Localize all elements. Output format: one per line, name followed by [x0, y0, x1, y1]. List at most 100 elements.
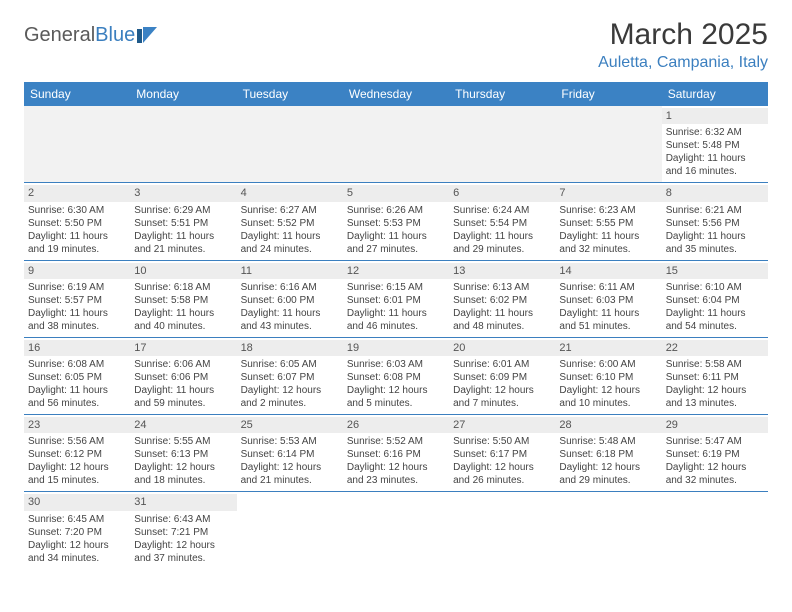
day-number: 30 [24, 494, 130, 510]
day-info-line: and 43 minutes. [241, 320, 339, 333]
calendar-empty-cell [237, 106, 343, 183]
calendar-empty-cell [130, 106, 236, 183]
day-info: Sunrise: 5:55 AMSunset: 6:13 PMDaylight:… [134, 435, 232, 487]
day-info-line: Daylight: 12 hours [666, 461, 764, 474]
day-info-line: Sunrise: 5:53 AM [241, 435, 339, 448]
day-info-line: Daylight: 11 hours [666, 230, 764, 243]
day-number: 24 [130, 417, 236, 433]
day-number: 17 [130, 340, 236, 356]
day-info-line: Sunrise: 5:48 AM [559, 435, 657, 448]
calendar-day-cell: 28Sunrise: 5:48 AMSunset: 6:18 PMDayligh… [555, 415, 661, 492]
day-number: 21 [555, 340, 661, 356]
day-info: Sunrise: 6:15 AMSunset: 6:01 PMDaylight:… [347, 281, 445, 333]
day-info-line: Sunset: 6:01 PM [347, 294, 445, 307]
day-info-line: and 10 minutes. [559, 397, 657, 410]
day-info-line: Daylight: 12 hours [666, 384, 764, 397]
day-info-line: and 5 minutes. [347, 397, 445, 410]
day-info-line: Daylight: 12 hours [347, 461, 445, 474]
day-info-line: Daylight: 12 hours [559, 461, 657, 474]
calendar-day-cell: 18Sunrise: 6:05 AMSunset: 6:07 PMDayligh… [237, 337, 343, 414]
calendar-week-row: 9Sunrise: 6:19 AMSunset: 5:57 PMDaylight… [24, 260, 768, 337]
day-info-line: Sunrise: 6:08 AM [28, 358, 126, 371]
day-number: 15 [662, 263, 768, 279]
day-info-line: Sunset: 6:12 PM [28, 448, 126, 461]
day-info: Sunrise: 6:23 AMSunset: 5:55 PMDaylight:… [559, 204, 657, 256]
day-info-line: and 54 minutes. [666, 320, 764, 333]
day-info-line: Daylight: 12 hours [134, 539, 232, 552]
day-info-line: and 29 minutes. [453, 243, 551, 256]
day-info-line: Sunrise: 6:01 AM [453, 358, 551, 371]
calendar-day-cell: 10 Sunrise: 6:18 AMSunset: 5:58 PMDayligh… [130, 260, 236, 337]
day-info-line: Daylight: 12 hours [347, 384, 445, 397]
day-info-line: and 32 minutes. [666, 474, 764, 487]
day-info-line: and 35 minutes. [666, 243, 764, 256]
column-header: Tuesday [237, 82, 343, 106]
day-info-line: and 46 minutes. [347, 320, 445, 333]
day-info: Sunrise: 5:48 AMSunset: 6:18 PMDaylight:… [559, 435, 657, 487]
page-subtitle: Auletta, Campania, Italy [598, 54, 768, 72]
day-info-line: Sunrise: 6:45 AM [28, 513, 126, 526]
calendar-empty-cell [555, 106, 661, 183]
day-info-line: Daylight: 12 hours [134, 461, 232, 474]
day-info: Sunrise: 6:18 AMSunset: 5:58 PMDaylight:… [134, 281, 232, 333]
day-number: 25 [237, 417, 343, 433]
day-info-line: Sunrise: 6:24 AM [453, 204, 551, 217]
day-info-line: Sunset: 6:00 PM [241, 294, 339, 307]
day-info: Sunrise: 5:47 AMSunset: 6:19 PMDaylight:… [666, 435, 764, 487]
day-number: 26 [343, 417, 449, 433]
day-info-line: and 2 minutes. [241, 397, 339, 410]
day-info-line: Daylight: 11 hours [347, 230, 445, 243]
day-info-line: Sunset: 7:20 PM [28, 526, 126, 539]
calendar-empty-cell [449, 106, 555, 183]
day-info-line: Sunset: 5:55 PM [559, 217, 657, 230]
day-info-line: Sunset: 5:51 PM [134, 217, 232, 230]
day-info: Sunrise: 5:53 AMSunset: 6:14 PMDaylight:… [241, 435, 339, 487]
day-info-line: and 48 minutes. [453, 320, 551, 333]
day-info-line: Daylight: 11 hours [28, 230, 126, 243]
column-header: Monday [130, 82, 236, 106]
header: GeneralBlue March 2025 Auletta, Campania… [24, 18, 768, 72]
day-number: 7 [555, 185, 661, 201]
calendar-header-row: SundayMondayTuesdayWednesdayThursdayFrid… [24, 82, 768, 106]
calendar-day-cell: 23Sunrise: 5:56 AMSunset: 6:12 PMDayligh… [24, 415, 130, 492]
day-info-line: Daylight: 11 hours [666, 307, 764, 320]
day-info: Sunrise: 6:03 AMSunset: 6:08 PMDaylight:… [347, 358, 445, 410]
day-info-line: and 56 minutes. [28, 397, 126, 410]
day-info-line: and 40 minutes. [134, 320, 232, 333]
day-info-line: Daylight: 11 hours [347, 307, 445, 320]
day-info-line: Sunrise: 6:27 AM [241, 204, 339, 217]
day-info-line: Sunset: 5:52 PM [241, 217, 339, 230]
day-info-line: Sunrise: 5:58 AM [666, 358, 764, 371]
day-number: 4 [237, 185, 343, 201]
day-number: 27 [449, 417, 555, 433]
day-info-line: Sunset: 6:16 PM [347, 448, 445, 461]
day-info-line: Sunset: 6:17 PM [453, 448, 551, 461]
calendar-day-cell: 22Sunrise: 5:58 AMSunset: 6:11 PMDayligh… [662, 337, 768, 414]
day-info-line: Sunrise: 6:05 AM [241, 358, 339, 371]
day-info-line: Sunrise: 5:56 AM [28, 435, 126, 448]
calendar-day-cell: 8Sunrise: 6:21 AMSunset: 5:56 PMDaylight… [662, 183, 768, 260]
day-info-line: Sunrise: 6:13 AM [453, 281, 551, 294]
calendar-day-cell: 11Sunrise: 6:16 AMSunset: 6:00 PMDayligh… [237, 260, 343, 337]
day-number: 10 [130, 263, 236, 279]
day-info-line: Sunset: 6:02 PM [453, 294, 551, 307]
day-info-line: Sunset: 6:13 PM [134, 448, 232, 461]
day-info: Sunrise: 6:16 AMSunset: 6:00 PMDaylight:… [241, 281, 339, 333]
calendar-empty-cell [237, 492, 343, 569]
day-info-line: Daylight: 12 hours [241, 461, 339, 474]
day-info-line: Sunrise: 6:06 AM [134, 358, 232, 371]
day-info-line: Sunrise: 6:10 AM [666, 281, 764, 294]
day-info-line: Sunrise: 6:03 AM [347, 358, 445, 371]
day-number: 19 [343, 340, 449, 356]
day-number: 16 [24, 340, 130, 356]
calendar-day-cell: 21Sunrise: 6:00 AMSunset: 6:10 PMDayligh… [555, 337, 661, 414]
calendar-empty-cell [662, 492, 768, 569]
day-info: Sunrise: 6:27 AMSunset: 5:52 PMDaylight:… [241, 204, 339, 256]
day-info-line: Sunrise: 5:47 AM [666, 435, 764, 448]
calendar-day-cell: 26Sunrise: 5:52 AMSunset: 6:16 PMDayligh… [343, 415, 449, 492]
day-info-line: and 15 minutes. [28, 474, 126, 487]
calendar-day-cell: 24 Sunrise: 5:55 AMSunset: 6:13 PMDayligh… [130, 415, 236, 492]
day-info-line: and 21 minutes. [134, 243, 232, 256]
calendar-day-cell: 25 Sunrise: 5:53 AMSunset: 6:14 PMDayligh… [237, 415, 343, 492]
day-info-line: and 16 minutes. [666, 165, 764, 178]
